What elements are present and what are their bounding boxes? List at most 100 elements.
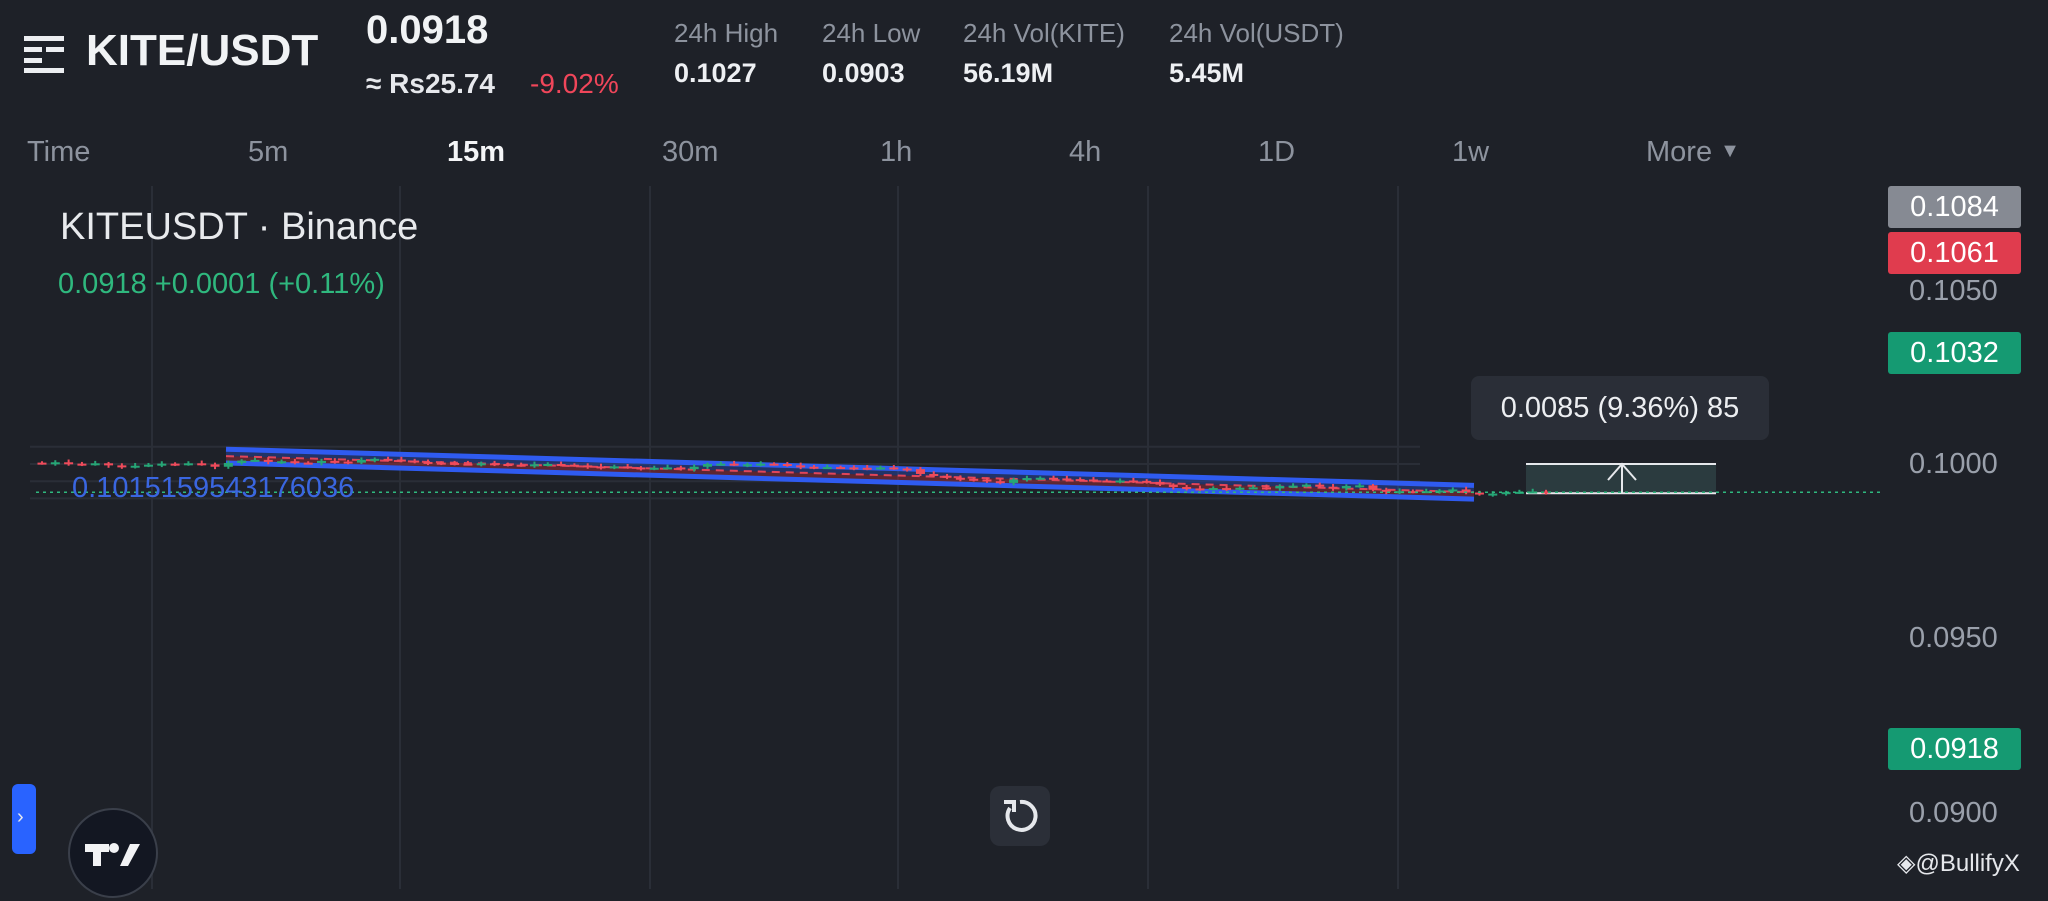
candle-body xyxy=(569,464,579,467)
candle-body xyxy=(383,458,393,461)
candle-body xyxy=(902,468,912,471)
candle-body xyxy=(1261,487,1271,490)
candle-body xyxy=(170,463,180,466)
candle-body xyxy=(330,460,340,463)
candle-body xyxy=(117,465,127,468)
candle-body xyxy=(1035,477,1045,480)
tab-1d[interactable]: 1D xyxy=(1258,136,1296,168)
stat-low-value: 0.0903 xyxy=(822,58,905,88)
stat-vol-usdt-label: 24h Vol(USDT) xyxy=(1169,18,1344,48)
tab-more[interactable]: More ▼ xyxy=(1646,136,1740,169)
candle-body xyxy=(596,466,606,469)
candle-body xyxy=(1248,487,1258,490)
candle-body xyxy=(104,463,114,466)
candle-body xyxy=(410,460,420,463)
price-tag-last: 0.0918 xyxy=(1888,728,2021,770)
stat-vol-kite-label: 24h Vol(KITE) xyxy=(963,18,1125,48)
binance-diamond-icon: ◈ xyxy=(1897,850,1916,877)
candle-body xyxy=(1368,485,1378,490)
trading-pair[interactable]: KITE/USDT xyxy=(86,26,319,75)
candle-body xyxy=(490,463,500,466)
candle-body xyxy=(636,467,646,470)
candle-body xyxy=(809,466,819,469)
candle-body xyxy=(1182,487,1192,490)
candle-body xyxy=(915,469,925,474)
candle-body xyxy=(1142,480,1152,483)
candle-body xyxy=(782,464,792,466)
candle-body xyxy=(197,463,207,466)
candle-body xyxy=(516,464,526,467)
tab-5m[interactable]: 5m xyxy=(248,136,289,168)
tradingview-mark xyxy=(85,843,140,866)
side-panel-handle[interactable]: › xyxy=(12,784,36,854)
watermark: ◈@BullifyX xyxy=(1897,849,2020,878)
tab-30m[interactable]: 30m xyxy=(662,136,719,168)
candle-body xyxy=(1448,489,1458,492)
fiat-price: ≈ Rs25.74 xyxy=(366,68,496,99)
price-label-0900: 0.0900 xyxy=(1909,797,1998,829)
candle-body xyxy=(1128,480,1138,483)
candle-body xyxy=(370,458,380,461)
stat-high-label: 24h High xyxy=(674,18,779,48)
candle-body xyxy=(396,459,406,462)
candle-body xyxy=(143,464,153,467)
candle-body xyxy=(1315,484,1325,487)
candle-body xyxy=(1009,479,1019,483)
candle-body xyxy=(663,467,673,470)
candle-body xyxy=(223,462,233,467)
candle-body xyxy=(1049,477,1059,480)
last-price: 0.0918 xyxy=(366,8,489,52)
candle-body xyxy=(250,459,260,462)
tab-1h[interactable]: 1h xyxy=(880,136,913,168)
candle-body xyxy=(90,463,100,466)
price-chart[interactable] xyxy=(0,186,2048,889)
candle-body xyxy=(689,466,699,470)
candle-body xyxy=(676,467,686,470)
candle-body xyxy=(982,479,992,482)
candle-body xyxy=(263,459,273,462)
candle-body xyxy=(556,464,566,466)
tab-1w[interactable]: 1w xyxy=(1452,136,1490,168)
candle-body xyxy=(463,463,473,466)
candle-body xyxy=(1222,488,1232,491)
candle-body xyxy=(303,462,313,465)
candle-body xyxy=(1461,489,1471,493)
candle-body xyxy=(1381,489,1391,492)
candle-body xyxy=(423,461,433,464)
candle-body xyxy=(822,467,832,470)
candle-body xyxy=(436,462,446,465)
candle-body xyxy=(702,464,712,467)
candle-body xyxy=(995,481,1005,484)
candle-body xyxy=(1155,481,1165,485)
candle-body xyxy=(1435,490,1445,493)
measure-tooltip: 0.0085 (9.36%) 85 xyxy=(1471,376,1769,440)
candle-body xyxy=(583,465,593,468)
candle-body xyxy=(769,463,779,466)
candle-body xyxy=(1102,480,1112,483)
reset-chart-button[interactable] xyxy=(990,786,1050,846)
candle-body xyxy=(237,460,247,463)
candle-body xyxy=(476,463,486,466)
rotate-icon xyxy=(1004,799,1038,832)
candle-body xyxy=(623,466,633,469)
candle-body xyxy=(756,463,766,466)
candle-body xyxy=(1501,492,1511,495)
candle-body xyxy=(1408,491,1418,494)
candle-body xyxy=(796,465,806,468)
caret-down-icon: ▼ xyxy=(1720,140,1740,162)
candle-body xyxy=(290,461,300,464)
candle-body xyxy=(1062,478,1072,481)
candle-body xyxy=(889,467,899,470)
tab-15m[interactable]: 15m xyxy=(447,136,506,168)
candle-body xyxy=(1421,491,1431,494)
price-change: -9.02% xyxy=(530,68,619,99)
measure-tool xyxy=(1526,462,1716,495)
menu-icon[interactable] xyxy=(24,34,68,74)
tab-4h[interactable]: 4h xyxy=(1069,136,1102,168)
candle-body xyxy=(1195,488,1205,491)
candle-body xyxy=(1528,491,1538,494)
price-tag-red: 0.1061 xyxy=(1888,232,2021,274)
candle-body xyxy=(836,467,846,470)
tab-time[interactable]: Time xyxy=(27,136,91,168)
price-tag-green: 0.1032 xyxy=(1888,332,2021,374)
